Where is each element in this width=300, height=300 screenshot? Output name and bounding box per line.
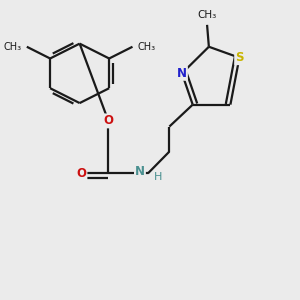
Text: O: O [103,114,113,128]
Text: CH₃: CH₃ [3,42,21,52]
Text: O: O [76,167,86,180]
Text: S: S [235,51,244,64]
Text: H: H [154,172,162,182]
Text: N: N [135,165,145,178]
Text: CH₃: CH₃ [197,10,217,20]
Text: CH₃: CH₃ [138,42,156,52]
Text: N: N [177,67,187,80]
